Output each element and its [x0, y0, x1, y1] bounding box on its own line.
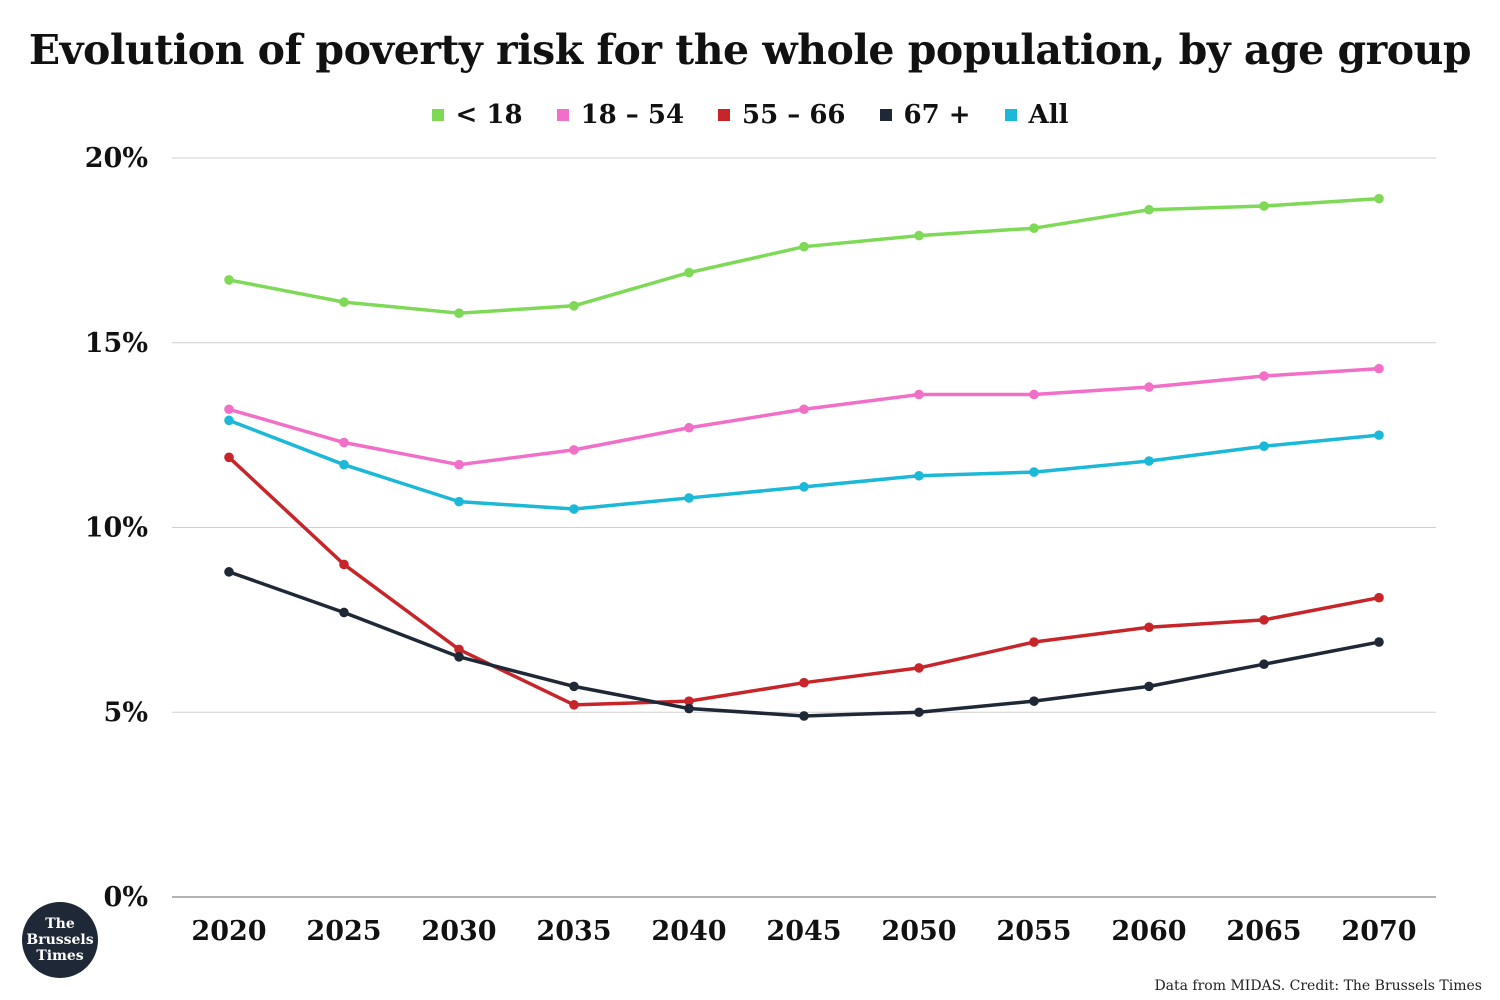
x-tick-label: 2045 — [766, 916, 841, 947]
data-point-18 — [1029, 223, 1039, 234]
logo-text-brussels: Brussels — [26, 932, 94, 948]
data-point-67 — [1374, 637, 1384, 647]
x-tick-label: 2030 — [421, 916, 496, 947]
data-point-18 — [454, 308, 464, 318]
y-tick-label: 0% — [104, 882, 148, 913]
data-point-18-54 — [569, 445, 579, 455]
data-point-all — [1374, 430, 1384, 440]
data-point-55-66 — [569, 700, 579, 710]
data-point-all — [799, 482, 809, 492]
legend-swatch-67-plus — [879, 109, 892, 121]
data-point-18 — [569, 301, 579, 311]
data-point-67 — [454, 652, 464, 662]
legend-label-55-66: 55 – 66 — [742, 100, 846, 130]
data-point-67 — [1144, 681, 1154, 692]
data-point-18-54 — [1144, 382, 1154, 392]
x-tick-label: 2020 — [191, 916, 266, 947]
data-point-18-54 — [1029, 389, 1039, 400]
y-tick-label: 10% — [85, 513, 148, 544]
data-point-18 — [799, 241, 809, 252]
data-point-55-66 — [1374, 592, 1384, 603]
data-point-18 — [684, 267, 694, 278]
legend-label-under-18: < 18 — [455, 100, 523, 130]
legend-swatch-all — [1004, 109, 1017, 121]
data-point-18-54 — [1259, 371, 1269, 381]
legend-item-67-plus[interactable]: 67 + — [879, 100, 971, 130]
data-point-all — [1259, 441, 1269, 452]
data-point-all — [569, 504, 579, 514]
data-point-18-54 — [1374, 363, 1384, 374]
x-tick-label: 2070 — [1341, 916, 1416, 947]
data-point-55-66 — [339, 559, 349, 570]
data-point-55-66 — [1144, 622, 1154, 633]
logo-text-times: Times — [36, 948, 84, 964]
data-point-55-66 — [454, 644, 464, 655]
legend: < 18 18 – 54 55 – 66 67 + All — [0, 100, 1500, 130]
data-point-all — [1144, 456, 1154, 466]
y-tick-label: 20% — [85, 143, 148, 174]
data-point-all — [339, 459, 349, 470]
data-point-67 — [1029, 696, 1039, 706]
data-point-67 — [339, 607, 349, 618]
data-point-18 — [1259, 201, 1269, 211]
data-point-18-54 — [684, 422, 694, 433]
legend-item-18-54[interactable]: 18 – 54 — [556, 100, 685, 130]
data-point-18-54 — [224, 404, 234, 415]
legend-label-18-54: 18 – 54 — [580, 100, 685, 130]
series-line-all — [227, 418, 1381, 511]
data-point-67 — [569, 681, 579, 692]
data-point-18 — [339, 297, 349, 307]
x-tick-label: 2050 — [881, 916, 956, 947]
y-tick-label: 5% — [104, 697, 148, 728]
data-point-all — [914, 470, 924, 481]
data-point-18-54 — [914, 389, 924, 400]
data-point-67 — [914, 707, 924, 718]
series-line-55-66 — [227, 455, 1381, 707]
data-point-all — [454, 496, 464, 507]
data-point-67 — [224, 567, 234, 577]
data-point-all — [224, 415, 234, 426]
y-tick-label: 15% — [85, 328, 148, 359]
x-tick-label: 2035 — [536, 916, 611, 947]
data-point-all — [684, 493, 694, 503]
data-point-67 — [799, 711, 809, 721]
legend-swatch-55-66 — [718, 109, 731, 121]
brussels-times-logo: The Brussels Times — [22, 902, 98, 978]
legend-swatch-18-54 — [556, 109, 569, 121]
x-tick-label: 2040 — [651, 916, 726, 947]
data-point-18 — [914, 230, 924, 241]
logo-text-the: The — [45, 916, 75, 932]
data-point-18 — [1374, 193, 1384, 204]
series-line-18 — [227, 196, 1381, 315]
data-point-18-54 — [799, 404, 809, 415]
legend-item-55-66[interactable]: 55 – 66 — [718, 100, 846, 130]
x-tick-label: 2025 — [306, 916, 381, 947]
x-tick-label: 2065 — [1226, 916, 1301, 947]
data-point-55-66 — [224, 452, 234, 463]
x-tick-label: 2060 — [1111, 916, 1186, 947]
x-tick-label: 2055 — [996, 916, 1071, 947]
series-line-67 — [227, 570, 1381, 718]
legend-swatch-under-18 — [431, 109, 444, 121]
data-point-18 — [224, 275, 234, 285]
data-point-67 — [684, 703, 694, 714]
legend-label-67-plus: 67 + — [903, 100, 971, 130]
data-point-18 — [1144, 204, 1154, 215]
series-line-18-54 — [227, 366, 1381, 467]
data-point-55-66 — [1029, 637, 1039, 647]
data-point-55-66 — [799, 677, 809, 688]
data-point-18-54 — [454, 459, 464, 470]
legend-label-all: All — [1028, 100, 1069, 130]
data-point-all — [1029, 467, 1039, 477]
data-point-55-66 — [914, 663, 924, 673]
data-point-18-54 — [339, 437, 349, 448]
data-point-55-66 — [1259, 615, 1269, 625]
chart-title: Evolution of poverty risk for the whole … — [28, 26, 1472, 74]
legend-item-under-18[interactable]: < 18 — [431, 100, 523, 130]
legend-item-all[interactable]: All — [1004, 100, 1069, 130]
source-credit: Data from MIDAS. Credit: The Brussels Ti… — [1154, 978, 1482, 994]
data-point-67 — [1259, 659, 1269, 670]
data-point-55-66 — [684, 696, 694, 706]
